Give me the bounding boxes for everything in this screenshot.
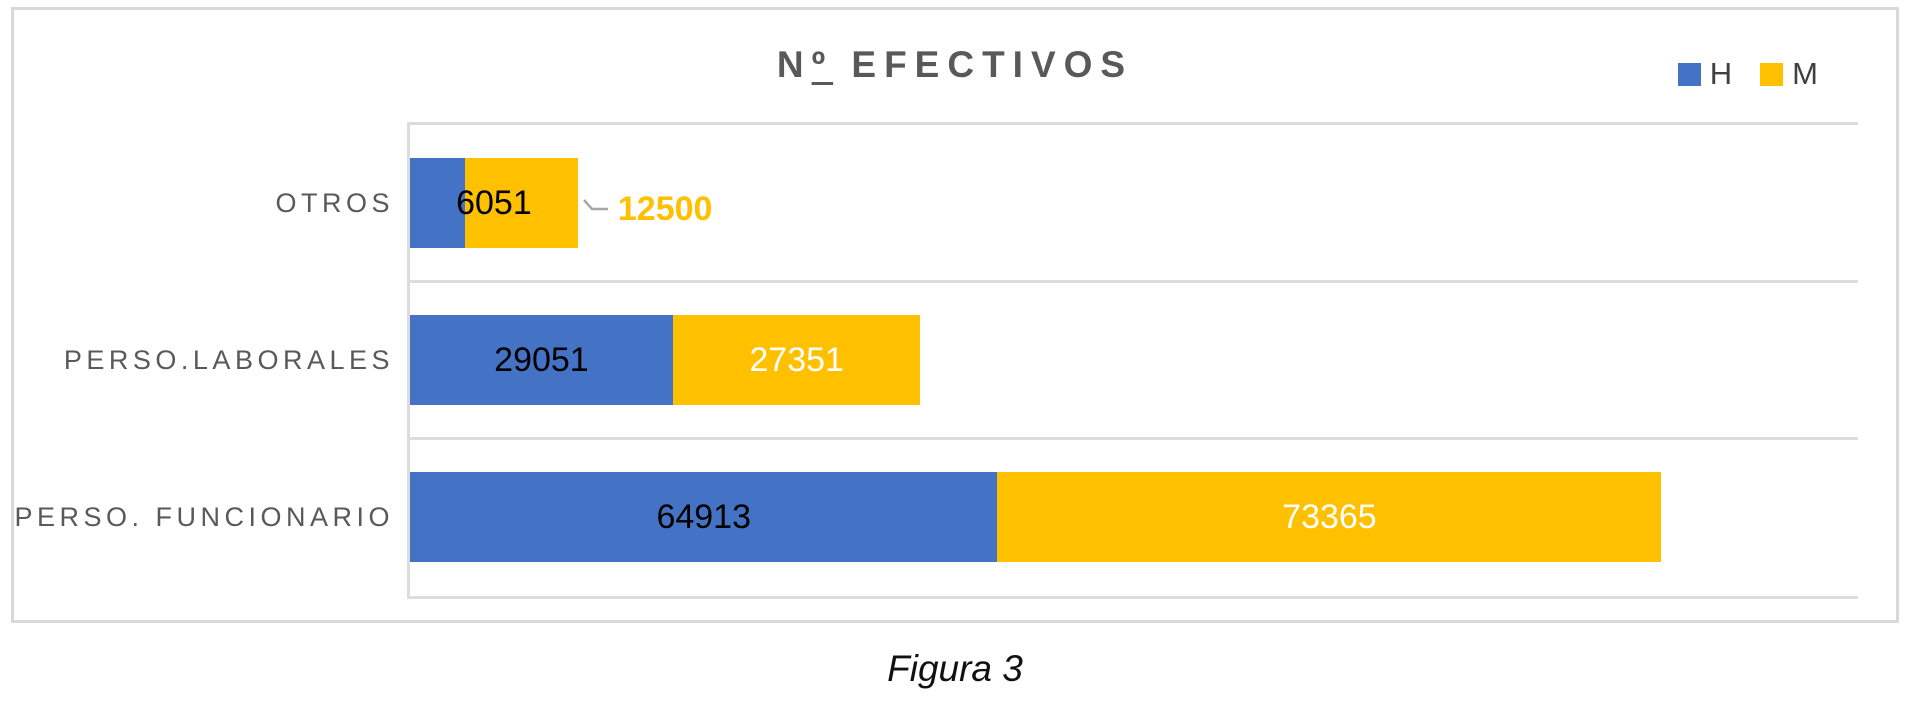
bar-row: PERSO. FUNCIONARIO 64913 73365 xyxy=(14,439,1858,596)
stacked-bar: 29051 27351 xyxy=(410,315,921,405)
value-label: 64913 xyxy=(656,497,751,536)
value-label: 29051 xyxy=(494,340,589,379)
category-gridline xyxy=(410,280,1858,283)
bar-segment-h: 29051 xyxy=(410,315,673,405)
legend-label: M xyxy=(1792,56,1818,91)
value-label: 27351 xyxy=(749,340,844,379)
bar-row: PERSO.LABORALES 29051 27351 xyxy=(64,282,1858,439)
bar-segment-m xyxy=(464,158,578,248)
bar-segment-m: 27351 xyxy=(672,315,921,405)
bar-segment-m: 73365 xyxy=(997,472,1662,562)
legend-swatch-m xyxy=(1760,62,1784,86)
category-label: PERSO.LABORALES xyxy=(63,345,394,375)
category-gridline xyxy=(410,437,1858,440)
stacked-bar: 64913 73365 xyxy=(410,472,1662,562)
bar-segment-h xyxy=(410,158,465,248)
legend-item-h: H xyxy=(1677,56,1733,92)
chart-title: Nº EFECTIVOS xyxy=(776,44,1134,85)
stacked-bar: 6051 12500 xyxy=(410,158,712,248)
category-label: OTROS xyxy=(275,188,394,218)
bar-row: OTROS 6051 12500 xyxy=(275,125,1858,282)
category-label: PERSO. FUNCIONARIO xyxy=(14,502,394,532)
legend-label: H xyxy=(1709,56,1733,91)
value-label: 6051 xyxy=(456,183,532,222)
figure-caption: Figura 3 xyxy=(887,648,1023,689)
leader-line xyxy=(582,199,608,211)
ordinal-indicator: º xyxy=(811,44,834,85)
plot-area: OTROS 6051 12500 PERSO.LABORALES 29051 27351 P… xyxy=(14,122,1858,599)
legend-item-m: M xyxy=(1760,56,1818,92)
value-label-outside: 12500 xyxy=(617,190,713,228)
value-label: 73365 xyxy=(1282,497,1377,536)
bar-segment-h: 64913 xyxy=(410,472,998,562)
legend-swatch-h xyxy=(1677,62,1701,86)
